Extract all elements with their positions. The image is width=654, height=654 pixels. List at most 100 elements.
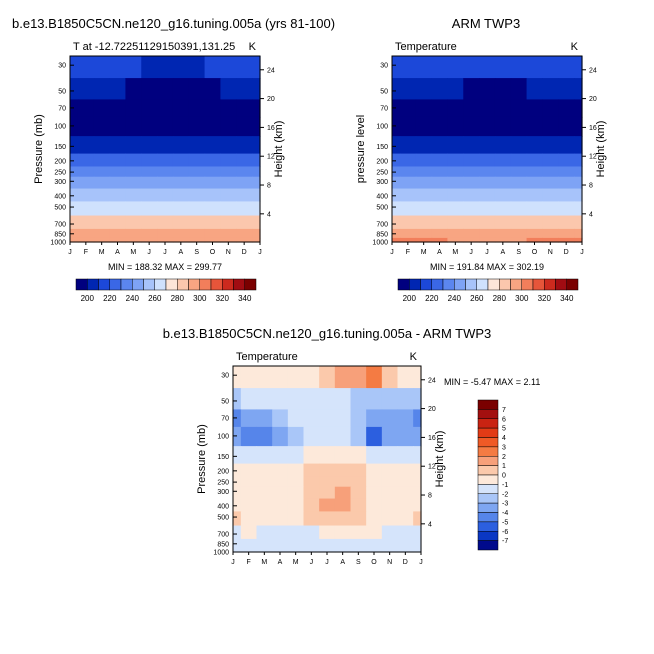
- contour-cell: [236, 166, 253, 178]
- contour-cell: [510, 237, 528, 243]
- y-right-tick-label: 4: [267, 211, 271, 218]
- contour-cell: [77, 99, 95, 118]
- contour-cell: [233, 388, 242, 411]
- contour-cell: [542, 228, 559, 239]
- contour-cell: [479, 201, 496, 217]
- contour-cell: [494, 188, 512, 203]
- contour-cell: [447, 78, 464, 101]
- contour-cell: [542, 237, 559, 243]
- contour-cell: [125, 56, 142, 79]
- colorbar-swatch: [477, 521, 499, 532]
- contour-cell: [125, 228, 142, 239]
- contour-cell: [479, 188, 496, 203]
- min-max-label: MIN = -5.47 MAX = 2.11: [444, 377, 540, 387]
- contour-cell: [188, 201, 206, 217]
- contour-cell: [415, 215, 433, 230]
- contour-cell: [350, 511, 367, 527]
- contour-cell: [172, 188, 190, 203]
- x-tick-label: D: [564, 249, 569, 256]
- contour-cell: [415, 78, 433, 101]
- contour-cell: [479, 215, 496, 230]
- contour-cell: [109, 116, 127, 137]
- contour-cell: [303, 538, 320, 549]
- contour-cell: [397, 388, 414, 411]
- contour-cell: [366, 525, 383, 540]
- contour-cell: [252, 116, 261, 137]
- contour-cell: [70, 56, 79, 79]
- contour-cell: [256, 511, 273, 527]
- contour-cell: [413, 463, 422, 478]
- x-tick-label: D: [403, 559, 408, 566]
- contour-cell: [319, 463, 336, 478]
- x-tick-label: J: [231, 559, 235, 566]
- y-right-tick-label: 8: [267, 183, 271, 190]
- contour-cell: [510, 153, 528, 168]
- contour-cell: [381, 498, 399, 513]
- contour-cell: [526, 56, 544, 79]
- contour-cell: [542, 78, 559, 101]
- contour-cell: [574, 215, 583, 230]
- contour-cell: [220, 166, 237, 178]
- contour-cell: [125, 136, 142, 155]
- contour-cell: [220, 201, 237, 217]
- contour-cell: [70, 228, 79, 239]
- y-right-tick-label: 20: [428, 406, 436, 413]
- contour-cell: [172, 176, 190, 190]
- x-tick-label: M: [261, 559, 267, 566]
- contour-cell: [366, 446, 383, 465]
- contour-cell: [431, 237, 449, 243]
- contour-cell: [397, 446, 414, 465]
- contour-cell: [303, 409, 320, 428]
- contour-cell: [233, 486, 242, 500]
- contour-cell: [334, 463, 352, 478]
- y-tick-label: 100: [376, 123, 388, 130]
- y-axis-label: Pressure (mb): [196, 424, 208, 494]
- colorbar-swatch: [566, 278, 579, 291]
- contour-cell: [381, 366, 399, 389]
- contour-cell: [319, 547, 336, 553]
- contour-cell: [319, 476, 336, 488]
- contour-cell: [558, 56, 575, 79]
- contour-cell: [574, 201, 583, 217]
- contour-cell: [172, 215, 190, 230]
- contour-cell: [494, 228, 512, 239]
- y-tick-label: 100: [217, 433, 229, 440]
- contour-cell: [334, 486, 352, 500]
- y-tick-label: 30: [380, 63, 388, 70]
- contour-cell: [526, 116, 544, 137]
- contour-cell: [479, 116, 496, 137]
- colorbar-label: -2: [502, 491, 508, 498]
- contour-cell: [236, 78, 253, 101]
- colorbar-swatch: [431, 278, 444, 291]
- min-max-label: MIN = 188.32 MAX = 299.77: [108, 262, 222, 272]
- contour-cell: [413, 366, 422, 389]
- colorbar-swatch: [477, 446, 499, 457]
- contour-cell: [319, 525, 336, 540]
- colorbar-swatch: [477, 512, 499, 523]
- x-tick-label: S: [356, 559, 361, 566]
- contour-cell: [233, 446, 242, 465]
- contour-cell: [236, 228, 253, 239]
- contour-cell: [399, 56, 417, 79]
- colorbar-label: 320: [538, 294, 552, 303]
- contour-cell: [350, 409, 367, 428]
- y-tick-label: 100: [54, 123, 66, 130]
- contour-cell: [172, 228, 190, 239]
- contour-cell: [141, 188, 158, 203]
- x-tick-label: J: [310, 559, 314, 566]
- contour-cell: [392, 56, 401, 79]
- contour-cell: [381, 476, 399, 488]
- y-tick-label: 50: [221, 398, 229, 405]
- contour-cell: [93, 136, 111, 155]
- contour-cell: [334, 511, 352, 527]
- contour-cell: [319, 498, 336, 513]
- contour-cell: [413, 476, 422, 488]
- contour-cell: [204, 153, 222, 168]
- contour-cell: [204, 136, 222, 155]
- contour-cell: [220, 237, 237, 243]
- contour-cell: [558, 78, 575, 101]
- contour-cell: [574, 116, 583, 137]
- contour-cell: [172, 56, 190, 79]
- contour-cell: [381, 511, 399, 527]
- contour-cell: [510, 116, 528, 137]
